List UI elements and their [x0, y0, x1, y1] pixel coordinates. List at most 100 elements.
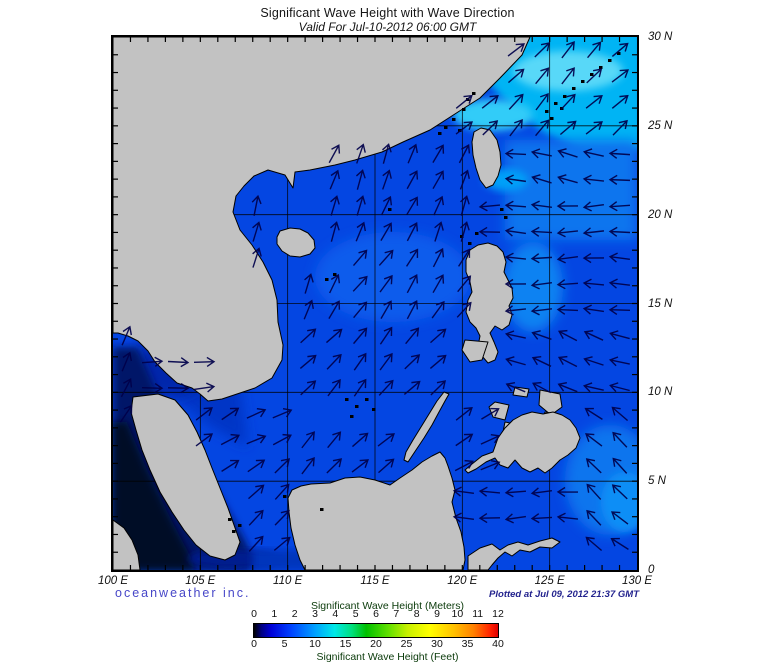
wave-direction-arrow [586, 509, 602, 526]
land-samar [538, 389, 563, 416]
wave-direction-arrow [504, 200, 527, 211]
island-dot [388, 208, 392, 211]
island-dot [617, 52, 621, 55]
wave-direction-arrow [195, 433, 214, 447]
wave-direction-arrow [610, 537, 629, 550]
wave-direction-arrow [221, 407, 240, 421]
lon-label: 130 E [621, 575, 653, 587]
wave-direction-arrow [406, 170, 419, 190]
wave-direction-arrow [530, 279, 553, 290]
wave-direction-arrow [480, 460, 501, 471]
wave-direction-arrow [407, 143, 418, 164]
land-luzon [465, 242, 514, 364]
wave-direction-arrow [121, 325, 133, 346]
island-dot [590, 73, 594, 76]
island-dot [572, 87, 576, 90]
wave-direction-arrow [406, 221, 419, 242]
wave-direction-arrow [221, 459, 240, 472]
wave-direction-arrow [303, 299, 314, 320]
wave-direction-arrow [353, 301, 368, 319]
wave-direction-arrow [274, 483, 290, 500]
wave-direction-arrow [557, 148, 578, 158]
wave-direction-arrow [327, 431, 342, 449]
lon-label: 125 E [534, 575, 565, 587]
wave-direction-arrow [248, 484, 265, 500]
land-masses [113, 37, 581, 570]
wave-direction-arrow [167, 357, 190, 368]
wave-direction-arrow [585, 433, 603, 447]
valid-time-subtitle: Valid For Jul-10-2012 06:00 GMT [298, 20, 477, 34]
wave-direction-arrow [352, 249, 368, 267]
wave-direction-arrow [378, 379, 394, 396]
wave-direction-arrow [582, 304, 605, 315]
meters-tick-label: 11 [472, 608, 484, 620]
wave-direction-arrow [611, 94, 629, 109]
feet-tick-label: 0 [251, 638, 257, 650]
wave-height-patch [315, 232, 471, 322]
wave-direction-arrow [504, 487, 527, 498]
lat-label: 0 [648, 564, 655, 576]
wave-direction-arrow [380, 195, 393, 216]
land-sumatra [113, 519, 141, 570]
wave-direction-arrow [380, 222, 393, 241]
wave-direction-arrow [504, 174, 527, 185]
island-dot [238, 524, 242, 527]
feet-tick-label: 5 [281, 638, 288, 650]
wave-direction-arrow [608, 356, 630, 367]
wave-direction-arrow [381, 143, 392, 164]
wave-direction-arrow [611, 406, 629, 422]
wave-direction-arrow [556, 200, 579, 212]
wave-direction-arrow [405, 327, 420, 345]
wave-direction-arrow [611, 42, 629, 57]
wave-direction-arrow [330, 195, 340, 216]
wave-direction-arrow [248, 535, 264, 552]
wave-direction-arrow [530, 253, 553, 264]
wave-direction-arrow [377, 433, 395, 447]
wave-direction-arrow [432, 144, 445, 163]
legend-meters-title: Significant Wave Height (Meters) [310, 600, 465, 612]
wave-direction-arrow [329, 221, 340, 242]
wave-direction-arrow [432, 247, 445, 268]
wave-direction-arrow [561, 67, 575, 85]
wave-direction-arrow [455, 121, 474, 135]
wave-direction-arrow [433, 195, 445, 216]
wave-direction-arrow [478, 201, 501, 212]
wave-direction-arrow [504, 513, 527, 524]
wave-direction-arrow [504, 148, 527, 159]
wave-direction-arrow [505, 356, 526, 366]
wave-direction-arrow [299, 354, 317, 369]
wave-direction-arrow [272, 433, 292, 446]
island-dot [472, 92, 476, 95]
legend-feet-title: Significant Wave Height (Feet) [316, 651, 459, 663]
land-malay-peninsula [130, 393, 241, 561]
meters-tick-label: 4 [332, 608, 339, 620]
meters-tick-label: 3 [312, 608, 318, 620]
wave-direction-arrow [325, 328, 343, 344]
wave-direction-arrow [586, 68, 603, 84]
wave-direction-arrow [480, 433, 501, 445]
wave-direction-arrow [301, 457, 315, 475]
lat-label: 30 N [648, 31, 673, 43]
wave-direction-arrow [430, 328, 447, 344]
island-dot [468, 242, 472, 245]
island-dot [581, 80, 585, 83]
land-sulawesi [467, 537, 561, 570]
meters-tick-label: 9 [434, 608, 440, 620]
wave-direction-arrow [382, 169, 392, 190]
wave-direction-arrow [608, 148, 631, 159]
meters-tick-label: 10 [451, 608, 464, 620]
wave-direction-arrow [557, 355, 578, 368]
wave-direction-arrow [356, 195, 366, 216]
meters-tick-label: 7 [393, 608, 400, 620]
lat-label: 15 N [648, 297, 673, 310]
wave-direction-arrow [505, 382, 526, 393]
wave-direction-arrow [608, 201, 631, 212]
page-title: Significant Wave Height with Wave Direct… [260, 6, 515, 20]
lat-label: 10 N [648, 386, 673, 399]
wave-direction-arrow [582, 382, 604, 393]
wave-direction-arrow [326, 458, 343, 474]
wave-direction-arrow [556, 279, 579, 290]
island-dot [545, 110, 549, 113]
wave-direction-arrow [460, 195, 470, 216]
wave-direction-arrow [609, 382, 630, 393]
